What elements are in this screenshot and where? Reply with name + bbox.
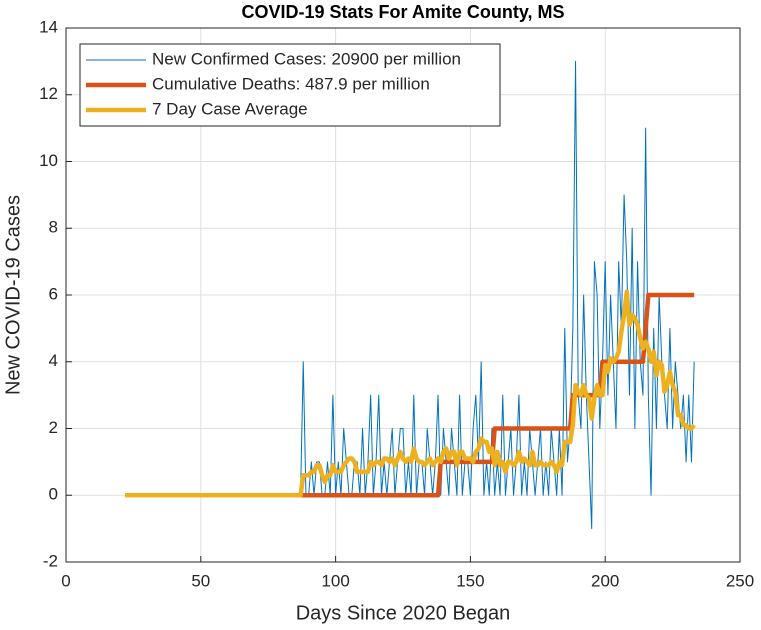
- y-axis-label: New COVID-19 Cases: [2, 195, 24, 395]
- legend-label: Cumulative Deaths: 487.9 per million: [152, 74, 430, 93]
- y-tick-label: 12: [39, 84, 58, 103]
- y-tick-label: 8: [49, 218, 58, 237]
- legend-label: New Confirmed Cases: 20900 per million: [152, 49, 461, 68]
- x-tick-label: 200: [591, 571, 619, 590]
- x-axis-label: Days Since 2020 Began: [296, 602, 511, 624]
- y-tick-label: 2: [49, 418, 58, 437]
- legend-label: 7 Day Case Average: [152, 99, 308, 118]
- x-tick-label: 250: [726, 571, 754, 590]
- y-tick-label: 10: [39, 151, 58, 170]
- x-tick-label: 150: [456, 571, 484, 590]
- y-tick-label: 6: [49, 284, 58, 303]
- x-tick-label: 0: [61, 571, 70, 590]
- legend-box: [79, 43, 501, 127]
- chart-title: COVID-19 Stats For Amite County, MS: [241, 2, 564, 22]
- y-tick-label: 4: [49, 351, 58, 370]
- x-tick-label: 100: [321, 571, 349, 590]
- y-tick-label: 0: [49, 485, 58, 504]
- y-tick-label: 14: [39, 17, 58, 36]
- series-line: [125, 289, 696, 498]
- axes-box: [65, 27, 741, 563]
- y-tick-label: -2: [43, 551, 58, 570]
- x-tick-label: 50: [191, 571, 210, 590]
